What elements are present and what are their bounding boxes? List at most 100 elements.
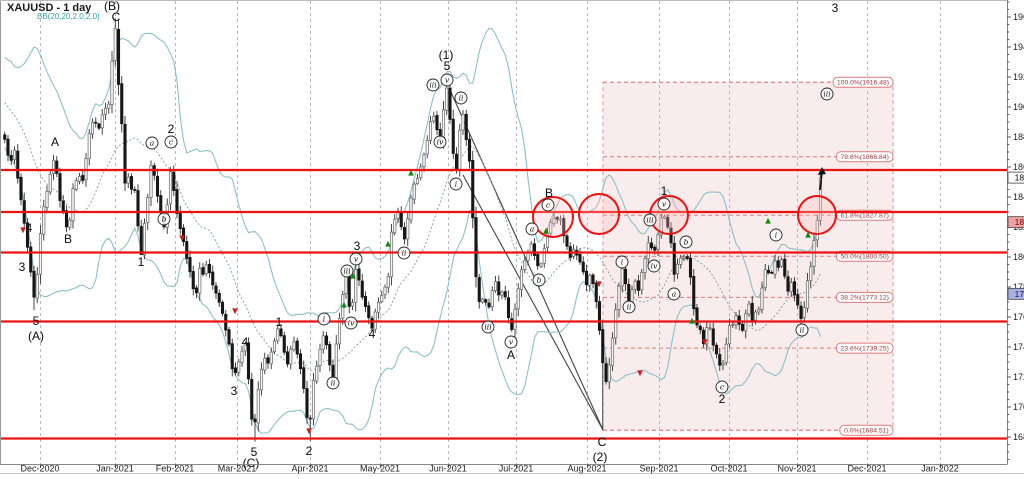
wave-label-circled: a [525, 222, 539, 236]
svg-text:100.0%(1916.48): 100.0%(1916.48) [837, 80, 889, 87]
candle-body [110, 60, 114, 105]
candle-body [194, 287, 199, 294]
buy-arrow-icon [385, 240, 391, 247]
wave-label-circled: iii [340, 264, 354, 278]
candle-body [139, 226, 143, 255]
candle-body [760, 287, 764, 310]
candle-body [107, 103, 111, 109]
candle-body [594, 282, 598, 302]
candle-body [653, 246, 657, 251]
candle-body [354, 269, 358, 303]
candle-body [376, 301, 381, 313]
svg-text:1: 1 [276, 315, 283, 329]
svg-text:ii: ii [800, 326, 805, 335]
price-axis[interactable]: 1680.00 1700.00 1720.00 1740.00 1760.00 1780.… [0, 0, 1024, 465]
candle-body [779, 259, 784, 267]
svg-text:5: 5 [251, 445, 258, 459]
candle-body [279, 328, 283, 337]
candle-body [685, 256, 689, 260]
candle-body [295, 340, 299, 355]
candle-body [97, 123, 101, 129]
candle-body [662, 216, 667, 219]
candle-body [250, 379, 254, 420]
svg-text:iii: iii [484, 323, 492, 332]
candle-body [584, 270, 589, 285]
svg-text:1760.00: 1760.00 [1013, 312, 1024, 322]
svg-text:1: 1 [661, 184, 668, 198]
candle-body [3, 134, 7, 140]
candle-body [519, 269, 524, 290]
fibonacci-retracement[interactable]: 100.0%(1916.48) 78.6%(1866.84) 61.8%(1827.… [602, 76, 894, 436]
candle-body [773, 260, 777, 275]
svg-text:i: i [455, 180, 458, 189]
candle-body [289, 348, 293, 365]
candle-body [506, 297, 511, 319]
candle-body [708, 327, 712, 330]
candle-body [406, 218, 410, 240]
candle-body [16, 150, 20, 179]
candle-body [809, 266, 813, 282]
wave-label-circled: iii [643, 213, 657, 227]
candle-body [409, 197, 413, 221]
candle-body [597, 301, 602, 331]
svg-text:4: 4 [26, 221, 33, 235]
candle-body [672, 242, 676, 275]
candle-body [360, 280, 364, 298]
candle-body [464, 113, 468, 140]
sell-arrow-icon [306, 428, 312, 435]
svg-text:1: 1 [138, 255, 145, 269]
svg-text:Nov-2021: Nov-2021 [777, 464, 816, 474]
candle-body [770, 271, 774, 274]
candle-body [113, 28, 117, 61]
candle-body [565, 235, 569, 247]
svg-text:1780.00: 1780.00 [1013, 282, 1024, 292]
candle-body [133, 188, 137, 191]
candle-body [263, 358, 267, 371]
candle-body [402, 227, 407, 240]
support-resistance-lines[interactable] [1, 168, 1007, 440]
svg-text:c: c [169, 138, 174, 147]
svg-text:i: i [621, 258, 624, 267]
candle-body [129, 176, 134, 190]
svg-text:1840.00: 1840.00 [1013, 192, 1024, 202]
svg-text:Sep-2021: Sep-2021 [639, 464, 678, 474]
sell-arrow-icon [20, 227, 26, 234]
candle-body [220, 301, 225, 314]
candle-body [620, 268, 624, 287]
candle-body [513, 308, 517, 330]
candle-body [526, 252, 530, 262]
candle-body [292, 341, 296, 351]
svg-text:iv: iv [651, 262, 658, 271]
sell-arrow-icon [179, 235, 185, 242]
candle-body [178, 212, 182, 229]
candle-body [646, 242, 650, 260]
svg-text:a: a [672, 290, 676, 299]
buy-arrow-icon [350, 272, 356, 279]
candle-body [555, 216, 559, 220]
wave-label-circled: c [715, 380, 729, 394]
candle-body [198, 267, 202, 294]
trade-markers [20, 169, 811, 435]
svg-text:iii: iii [343, 267, 351, 276]
svg-text:A: A [51, 135, 59, 149]
trend-line[interactable] [462, 174, 604, 431]
svg-text:i: i [323, 315, 326, 324]
candle-body [32, 270, 36, 298]
svg-text:Jan-2022: Jan-2022 [921, 464, 959, 474]
svg-text:3: 3 [19, 260, 26, 274]
sell-arrow-icon [637, 370, 643, 377]
svg-text:5: 5 [444, 59, 451, 73]
candle-body [523, 260, 527, 270]
candle-body [461, 113, 465, 131]
time-axis[interactable]: Dec-2020 Jan-2021 Feb-2021 Mar-2021 Apr-2021… [0, 464, 1024, 474]
candle-body [51, 159, 56, 174]
svg-text:iv: iv [348, 319, 355, 328]
wave-label-circled: b [679, 235, 693, 249]
candle-body [493, 281, 498, 292]
svg-text:1720.00: 1720.00 [1013, 372, 1024, 382]
wave-label-circled: c [164, 135, 178, 149]
candle-body [714, 344, 719, 355]
svg-text:1940.00: 1940.00 [1013, 42, 1024, 52]
bb-middle-band [4, 102, 821, 372]
